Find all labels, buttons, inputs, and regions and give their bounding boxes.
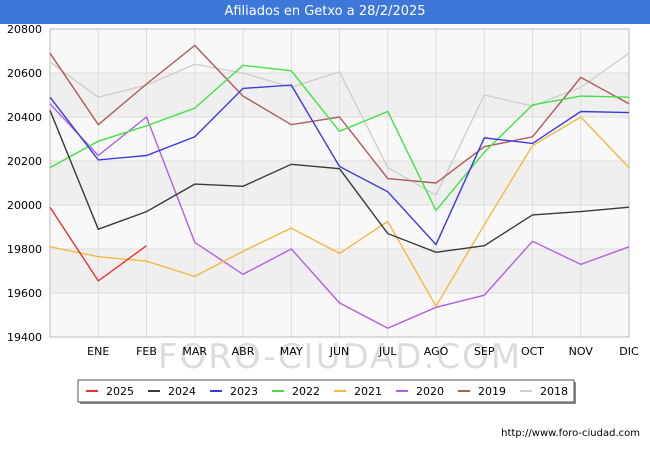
legend-label: 2020 [416, 385, 444, 398]
y-tick-label: 19600 [7, 287, 42, 300]
source-url: http://www.foro-ciudad.com [501, 428, 640, 439]
x-tick-label: SEP [474, 345, 495, 358]
x-tick-label: FEB [136, 345, 157, 358]
x-tick-label: AGO [424, 345, 449, 358]
chart-title: Afiliados en Getxo a 28/2/2025 [0, 0, 650, 24]
series-line-2024 [49, 110, 630, 254]
series-line-2023 [49, 84, 630, 246]
x-tick-label: MAR [182, 345, 207, 358]
x-tick-label: JUN [329, 345, 350, 358]
series-line-2020 [49, 103, 630, 329]
x-tick-label: MAY [280, 345, 303, 358]
legend-label: 2022 [292, 385, 320, 398]
series-line-2019 [49, 44, 630, 184]
series-line-2018 [49, 52, 630, 197]
legend-label: 2025 [106, 385, 134, 398]
x-tick-label: ENE [87, 345, 109, 358]
legend-label: 2021 [354, 385, 382, 398]
gridlines [49, 28, 630, 338]
y-tick-label: 20000 [7, 199, 42, 212]
watermark-text: FORO-CIUDAD.COM [158, 337, 522, 377]
x-axis-ticks: ENE FEB MAR ABR MAY JUN JUL AGO SEP OCT NOV DIC [87, 345, 639, 358]
legend-label: 2024 [168, 385, 196, 398]
x-tick-label: DIC [619, 345, 639, 358]
x-tick-label: JUL [378, 345, 397, 358]
y-tick-label: 20200 [7, 155, 42, 168]
y-tick-label: 20400 [7, 111, 42, 124]
x-tick-label: ABR [232, 345, 255, 358]
y-tick-label: 20800 [7, 23, 42, 36]
y-tick-label: 19800 [7, 243, 42, 256]
series-lines [49, 44, 630, 329]
legend-box [77, 379, 575, 403]
x-tick-label: NOV [569, 345, 594, 358]
plot-border [49, 28, 630, 338]
series-line-2025 [49, 206, 147, 282]
legend-label: 2023 [230, 385, 258, 398]
series-line-2021 [49, 116, 630, 308]
series-line-2022 [49, 64, 630, 212]
legend-label: 2018 [540, 385, 568, 398]
legend-label: 2019 [478, 385, 506, 398]
x-tick-label: OCT [521, 345, 544, 358]
legend: 2025 2024 2023 2022 2021 2020 2019 2018 [77, 379, 576, 404]
y-tick-label: 19400 [7, 331, 42, 344]
y-axis-ticks: 19400 19600 19800 20000 20200 20400 20600 20800 [7, 23, 42, 344]
y-tick-label: 20600 [7, 67, 42, 80]
